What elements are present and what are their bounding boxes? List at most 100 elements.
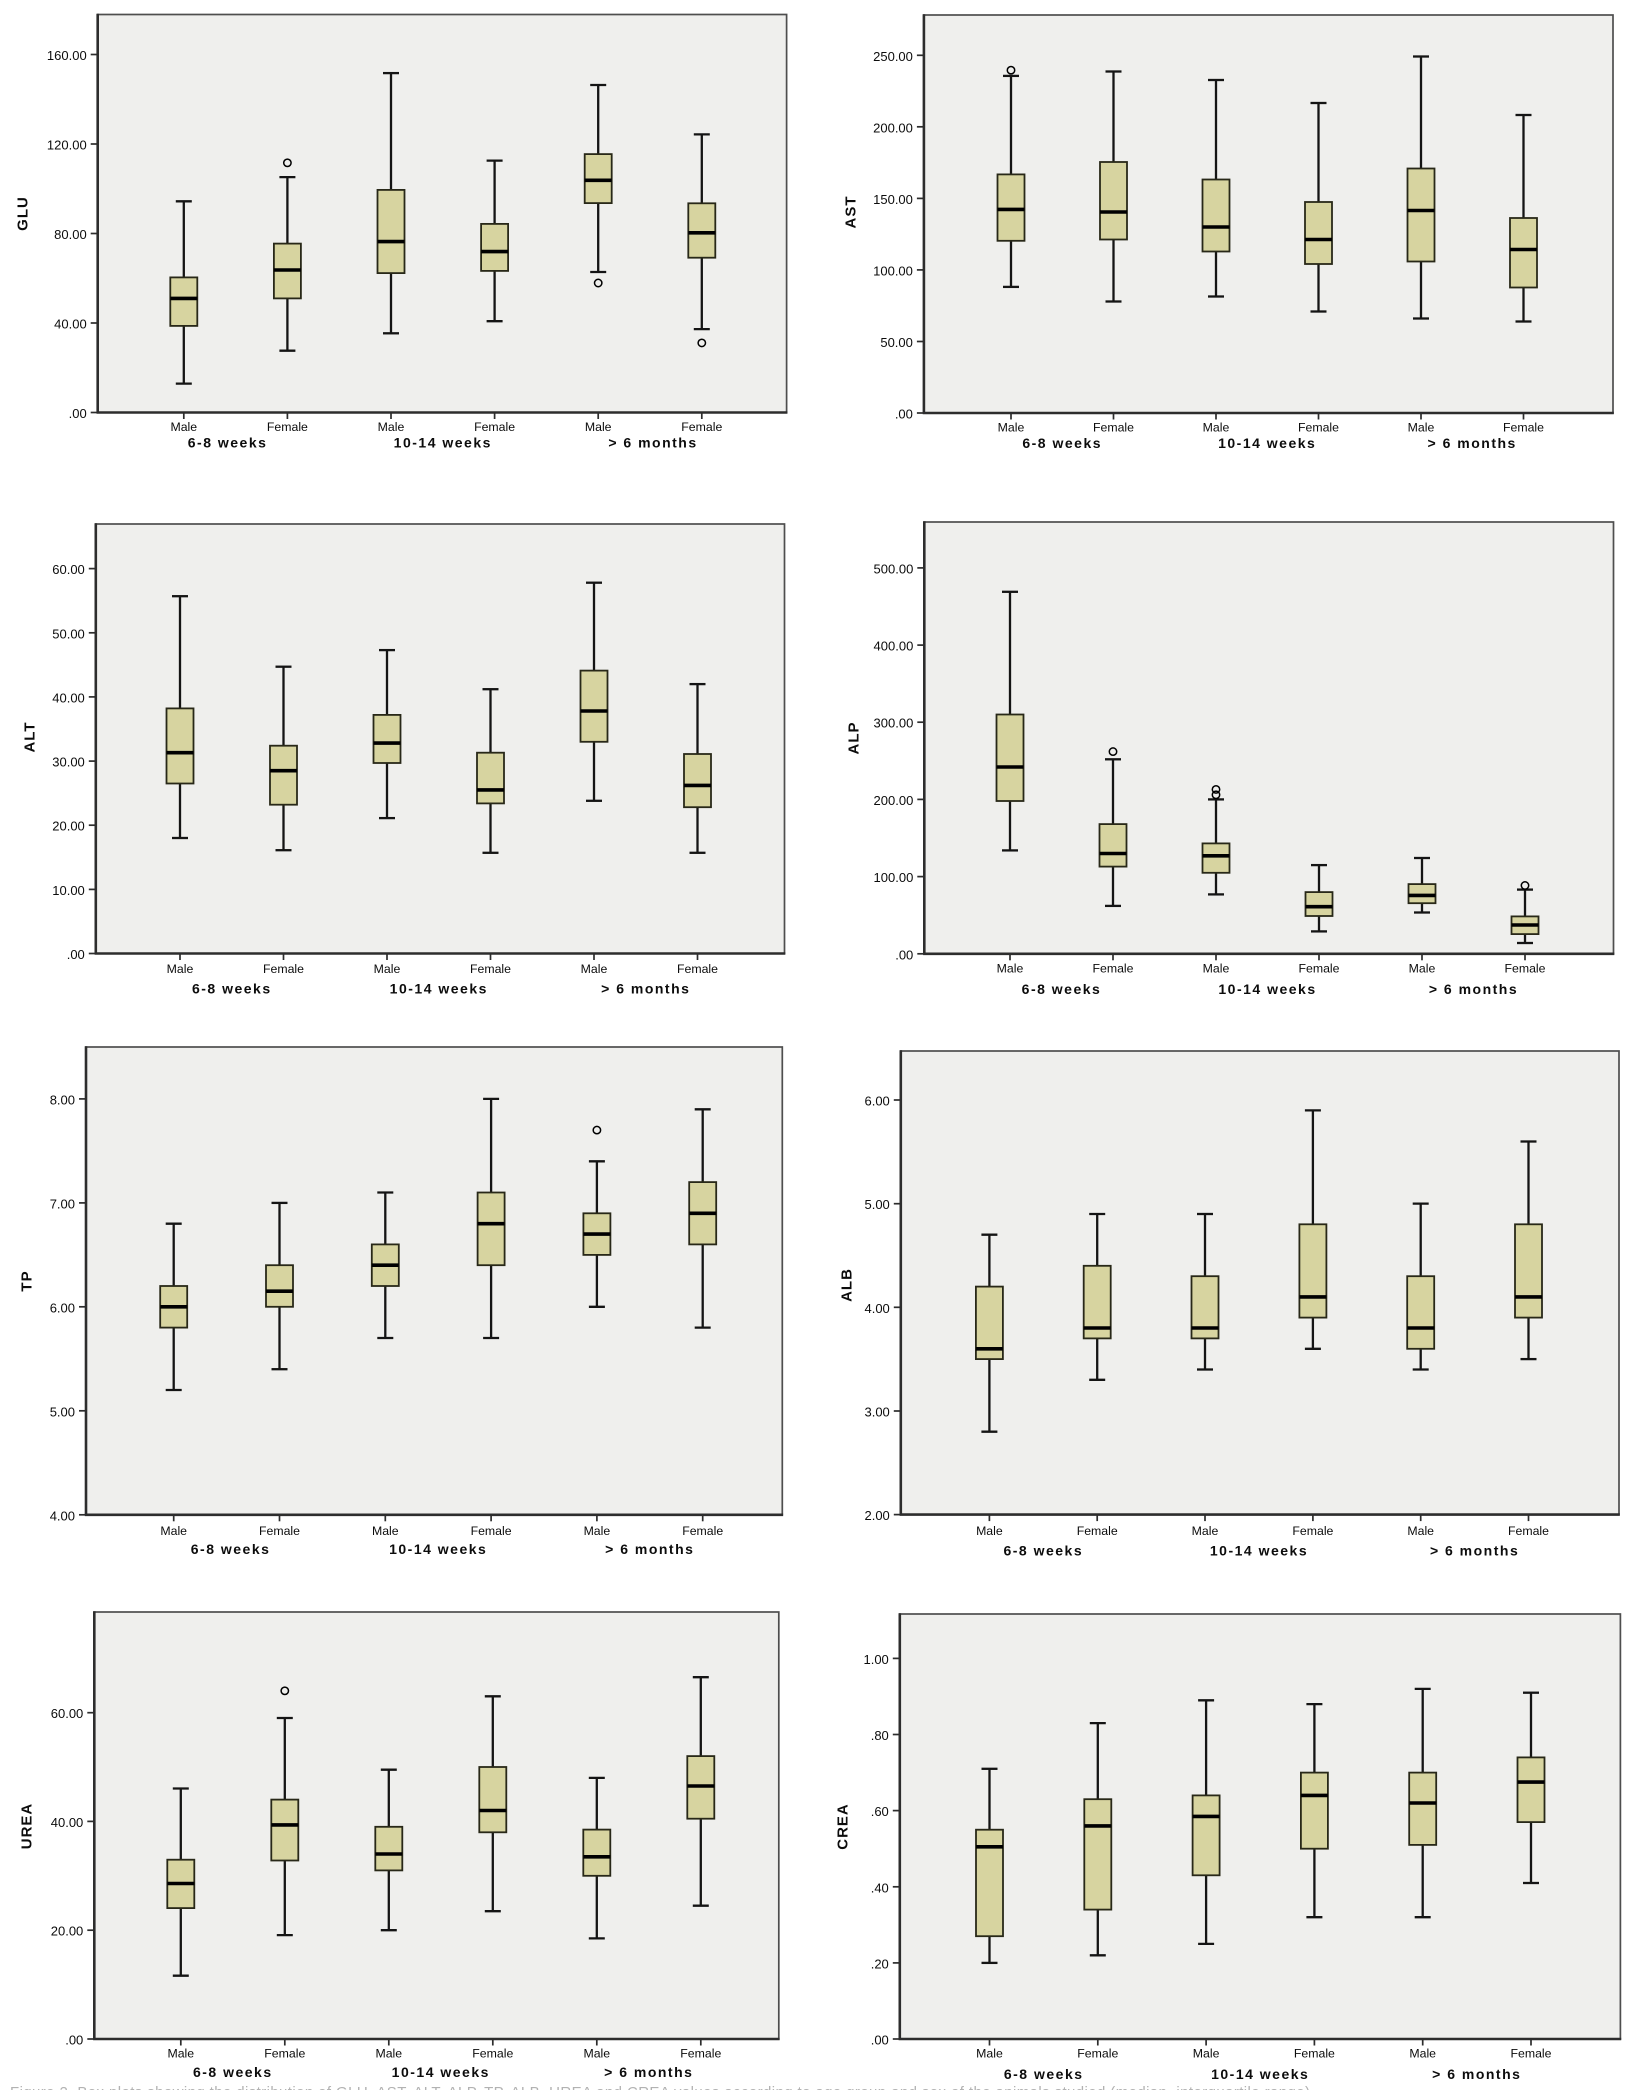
- svg-text:6-8 weeks: 6-8 weeks: [1022, 981, 1102, 997]
- svg-text:50.00: 50.00: [52, 626, 85, 641]
- svg-text:CREA: CREA: [835, 1803, 852, 1850]
- svg-text:> 6 months: > 6 months: [605, 1541, 694, 1557]
- svg-text:10.00: 10.00: [52, 883, 85, 898]
- svg-text:4.00: 4.00: [864, 1301, 889, 1316]
- svg-text:Female: Female: [1298, 962, 1339, 976]
- svg-text:Female: Female: [472, 2047, 513, 2061]
- svg-text:6-8 weeks: 6-8 weeks: [1022, 435, 1102, 451]
- svg-text:10-14 weeks: 10-14 weeks: [392, 2064, 490, 2080]
- svg-text:Female: Female: [1092, 962, 1133, 976]
- svg-text:Figure 2. Box plots showing th: Figure 2. Box plots showing the distribu…: [10, 2084, 1310, 2090]
- svg-text:30.00: 30.00: [52, 755, 85, 770]
- svg-text:60.00: 60.00: [51, 1706, 84, 1721]
- svg-text:60.00: 60.00: [52, 562, 85, 577]
- svg-text:6-8 weeks: 6-8 weeks: [191, 1541, 271, 1557]
- svg-text:Female: Female: [267, 420, 308, 434]
- svg-text:Female: Female: [1503, 421, 1544, 435]
- svg-text:UREA: UREA: [19, 1803, 36, 1850]
- svg-text:10-14 weeks: 10-14 weeks: [394, 435, 492, 451]
- svg-text:Female: Female: [263, 962, 304, 976]
- svg-text:10-14 weeks: 10-14 weeks: [1211, 2066, 1309, 2082]
- svg-text:5.00: 5.00: [50, 1404, 75, 1419]
- svg-text:Male: Male: [583, 2047, 610, 2061]
- svg-text:6.00: 6.00: [50, 1300, 75, 1315]
- svg-text:Female: Female: [682, 1524, 723, 1538]
- svg-text:.00: .00: [69, 406, 87, 421]
- svg-text:20.00: 20.00: [51, 1924, 84, 1939]
- svg-text:Female: Female: [1077, 2047, 1118, 2061]
- svg-text:Female: Female: [1504, 962, 1545, 976]
- svg-text:> 6 months: > 6 months: [604, 2064, 693, 2080]
- svg-text:1.00: 1.00: [863, 1652, 888, 1667]
- svg-text:10-14 weeks: 10-14 weeks: [1210, 1543, 1308, 1559]
- svg-text:.80: .80: [871, 1728, 889, 1743]
- svg-text:100.00: 100.00: [873, 263, 913, 278]
- svg-text:Male: Male: [1409, 2047, 1436, 2061]
- svg-text:20.00: 20.00: [52, 819, 85, 834]
- svg-text:250.00: 250.00: [873, 49, 913, 64]
- svg-text:2.00: 2.00: [864, 1508, 889, 1523]
- svg-text:6-8 weeks: 6-8 weeks: [1004, 2066, 1084, 2082]
- svg-text:Female: Female: [1508, 1524, 1549, 1538]
- svg-text:> 6 months: > 6 months: [1428, 435, 1517, 451]
- svg-text:Male: Male: [167, 2047, 194, 2061]
- svg-text:Female: Female: [1510, 2047, 1551, 2061]
- svg-text:Female: Female: [1298, 421, 1339, 435]
- svg-text:Female: Female: [259, 1524, 300, 1538]
- svg-text:.20: .20: [871, 1956, 889, 1971]
- svg-text:.00: .00: [895, 947, 913, 962]
- svg-text:50.00: 50.00: [880, 335, 913, 350]
- svg-text:6-8 weeks: 6-8 weeks: [1003, 1543, 1083, 1559]
- svg-text:Male: Male: [375, 2047, 402, 2061]
- svg-text:Male: Male: [167, 962, 194, 976]
- svg-text:Male: Male: [997, 962, 1024, 976]
- svg-text:Male: Male: [1407, 1524, 1434, 1538]
- svg-text:Female: Female: [681, 420, 722, 434]
- svg-text:.60: .60: [871, 1804, 889, 1819]
- svg-text:Female: Female: [680, 2047, 721, 2061]
- svg-text:Female: Female: [1294, 2047, 1335, 2061]
- svg-text:5.00: 5.00: [864, 1197, 889, 1212]
- svg-text:Female: Female: [1077, 1524, 1118, 1538]
- svg-text:> 6 months: > 6 months: [1432, 2066, 1521, 2082]
- svg-text:150.00: 150.00: [873, 192, 913, 207]
- svg-text:.00: .00: [65, 2033, 83, 2048]
- svg-text:6.00: 6.00: [864, 1094, 889, 1109]
- svg-text:3.00: 3.00: [864, 1405, 889, 1420]
- svg-text:Male: Male: [584, 1524, 611, 1538]
- svg-text:Male: Male: [1408, 421, 1435, 435]
- svg-text:Female: Female: [471, 1524, 512, 1538]
- svg-text:7.00: 7.00: [50, 1196, 75, 1211]
- svg-text:.00: .00: [67, 947, 85, 962]
- svg-text:6-8 weeks: 6-8 weeks: [188, 435, 268, 451]
- svg-text:Male: Male: [976, 1524, 1003, 1538]
- svg-text:40.00: 40.00: [52, 690, 85, 705]
- svg-text:10-14 weeks: 10-14 weeks: [389, 1541, 487, 1557]
- svg-text:120.00: 120.00: [47, 138, 87, 153]
- svg-text:.40: .40: [871, 1880, 889, 1895]
- svg-text:> 6 months: > 6 months: [1430, 1543, 1519, 1559]
- svg-text:100.00: 100.00: [874, 870, 914, 885]
- svg-text:Male: Male: [998, 421, 1025, 435]
- svg-text:Male: Male: [1192, 1524, 1219, 1538]
- svg-text:TP: TP: [19, 1270, 36, 1291]
- svg-text:Male: Male: [160, 1524, 187, 1538]
- svg-text:200.00: 200.00: [873, 120, 913, 135]
- svg-text:Male: Male: [1203, 421, 1230, 435]
- svg-text:Male: Male: [372, 1524, 399, 1538]
- svg-text:500.00: 500.00: [874, 561, 914, 576]
- svg-text:40.00: 40.00: [54, 317, 87, 332]
- svg-text:ALT: ALT: [22, 721, 39, 752]
- svg-text:Male: Male: [1203, 962, 1230, 976]
- svg-text:Male: Male: [1409, 962, 1436, 976]
- svg-text:4.00: 4.00: [50, 1508, 75, 1523]
- svg-text:> 6 months: > 6 months: [608, 435, 697, 451]
- svg-text:Male: Male: [585, 420, 612, 434]
- svg-text:Male: Male: [170, 420, 197, 434]
- svg-text:Female: Female: [470, 962, 511, 976]
- svg-text:Male: Male: [581, 962, 608, 976]
- svg-text:Female: Female: [264, 2047, 305, 2061]
- svg-text:> 6 months: > 6 months: [601, 981, 690, 997]
- svg-text:Female: Female: [677, 962, 718, 976]
- svg-text:Male: Male: [374, 962, 401, 976]
